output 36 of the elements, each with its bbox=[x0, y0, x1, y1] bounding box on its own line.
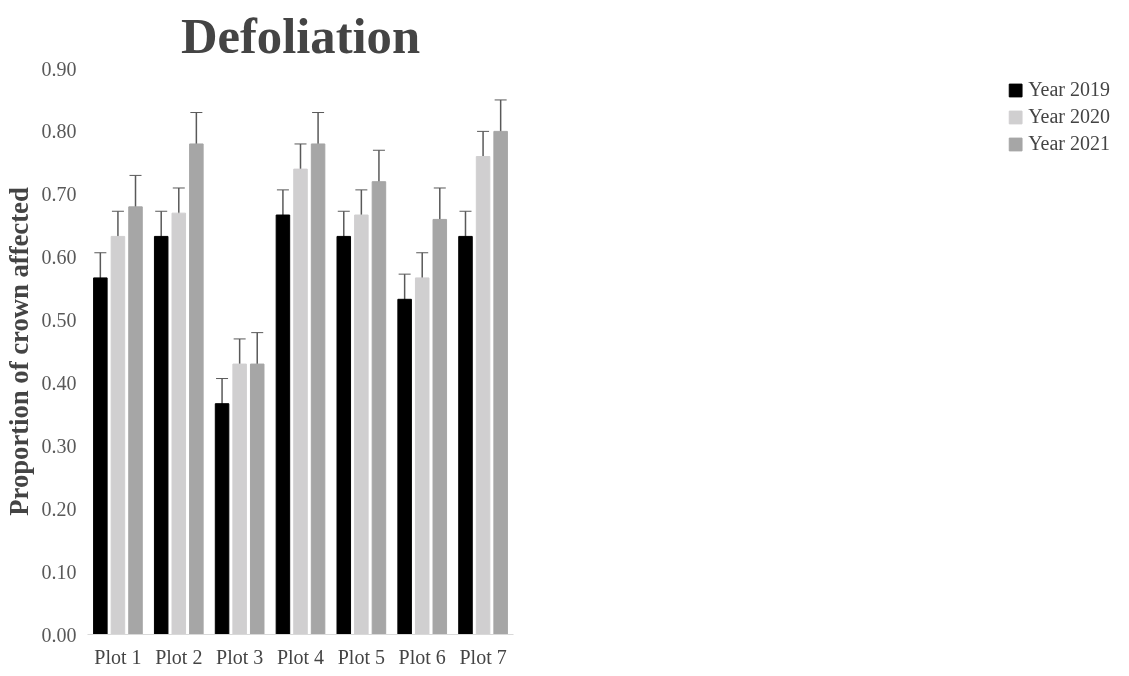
bar bbox=[189, 143, 204, 635]
y-axis-title: Proportion of crown affected bbox=[3, 187, 34, 516]
x-tick-label: Plot 7 bbox=[459, 645, 507, 668]
bar bbox=[275, 214, 291, 635]
y-tick-label: 0.90 bbox=[41, 57, 77, 80]
y-tick-label: 0.00 bbox=[41, 623, 77, 646]
bar bbox=[371, 181, 387, 635]
bar bbox=[214, 403, 230, 635]
bar bbox=[310, 143, 326, 635]
x-tick-label: Plot 1 bbox=[94, 645, 142, 668]
bar bbox=[93, 277, 108, 635]
x-tick-label: Plot 6 bbox=[398, 645, 446, 668]
y-tick-label: 0.60 bbox=[41, 246, 77, 269]
y-tick-label: 0.80 bbox=[41, 120, 77, 143]
x-tick-label: Plot 5 bbox=[337, 645, 385, 668]
legend-label: Year 2019 bbox=[1028, 78, 1110, 101]
bar bbox=[128, 206, 143, 635]
bar bbox=[432, 218, 448, 635]
y-tick-label: 0.50 bbox=[41, 309, 77, 332]
bar bbox=[397, 298, 412, 635]
bar bbox=[249, 363, 265, 635]
bar bbox=[493, 130, 508, 635]
legend-label: Year 2020 bbox=[1028, 105, 1110, 128]
bar bbox=[458, 235, 473, 635]
y-tick-label: 0.10 bbox=[41, 560, 77, 583]
y-tick-label: 0.30 bbox=[41, 434, 77, 457]
y-tick-label: 0.70 bbox=[41, 183, 77, 206]
y-tick-label: 0.40 bbox=[41, 371, 77, 394]
x-tick-label: Plot 4 bbox=[276, 645, 325, 668]
chart-title: Defoliation bbox=[180, 7, 421, 64]
bar bbox=[336, 235, 352, 635]
y-tick-label: 0.20 bbox=[41, 497, 77, 520]
legend-label: Year 2021 bbox=[1028, 132, 1110, 155]
bar bbox=[153, 235, 169, 635]
x-tick-label: Plot 3 bbox=[216, 645, 264, 668]
x-tick-label: Plot 2 bbox=[155, 645, 203, 668]
